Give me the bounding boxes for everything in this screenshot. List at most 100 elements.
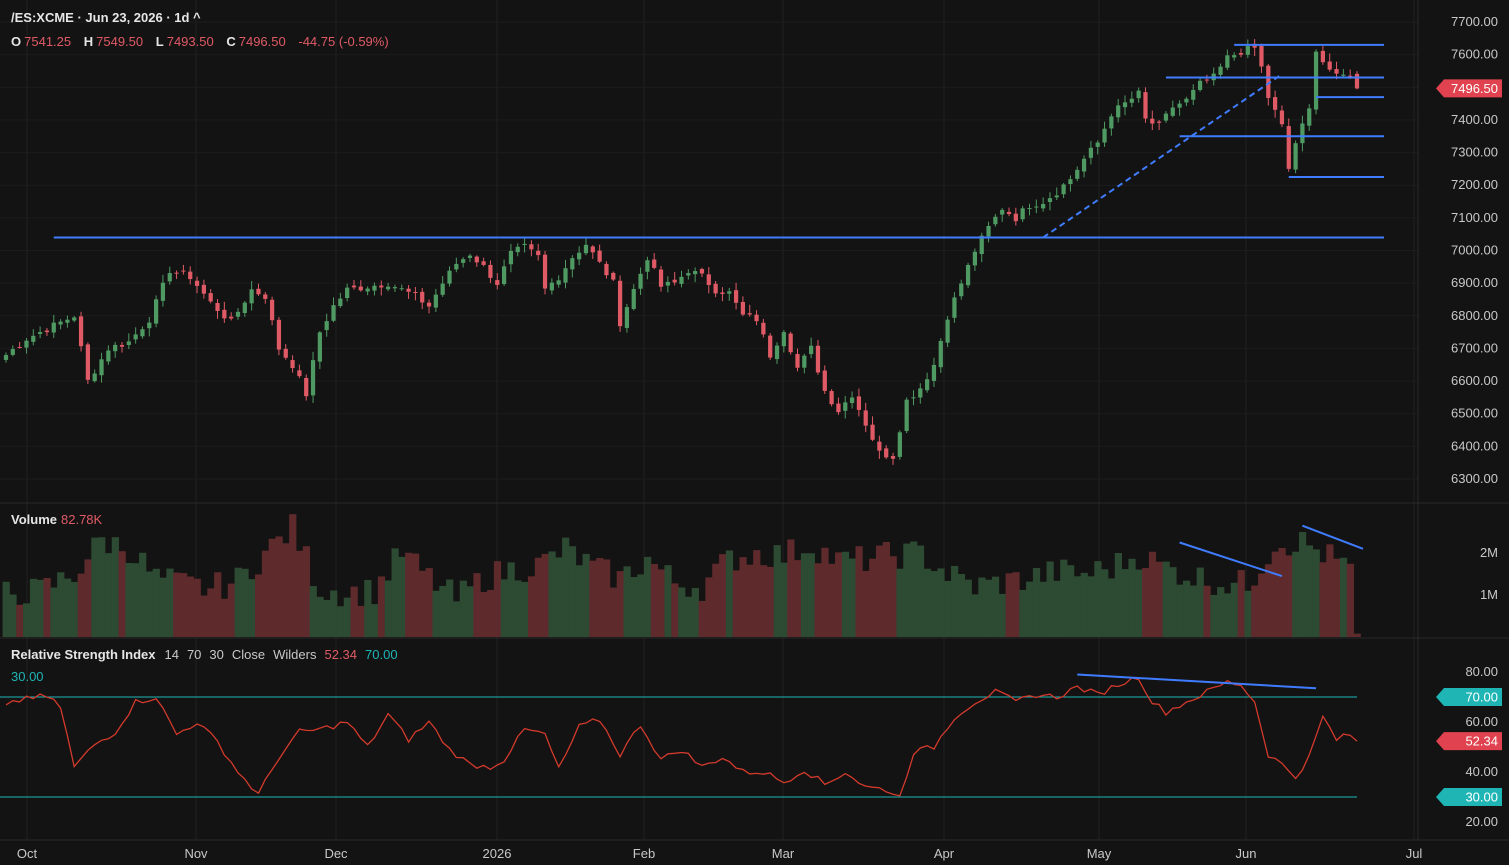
volume-bar-118 <box>807 553 815 637</box>
candle-body-190 <box>1300 123 1305 144</box>
volume-tick-label-1: 1M <box>1480 587 1498 602</box>
candle-body-143 <box>979 235 984 255</box>
volume-bar-124 <box>848 558 856 637</box>
candles-group <box>3 39 1360 465</box>
volume-bar-158 <box>1080 572 1088 637</box>
candle-body-178 <box>1218 66 1223 75</box>
candle-body-23 <box>160 282 166 301</box>
volume-bar-190 <box>1299 532 1307 637</box>
volume-bar-12 <box>84 559 92 637</box>
candle-body-125 <box>856 396 862 410</box>
volume-bar-10 <box>70 581 79 637</box>
candle-body-2 <box>17 346 22 348</box>
candle-body-104 <box>713 283 718 294</box>
candle-body-112 <box>768 335 773 358</box>
volume-bar-67 <box>459 580 467 637</box>
volume-label: Volume 82.78K <box>11 512 110 527</box>
volume-bar-166 <box>1135 569 1143 637</box>
candle-body-106 <box>727 291 732 294</box>
rsi-current-badge-shape <box>1436 732 1502 751</box>
volume-bar-176 <box>1203 585 1211 637</box>
candle-body-115 <box>788 333 793 353</box>
volume-bar-144 <box>985 579 993 637</box>
volume-bar-96 <box>657 569 665 637</box>
candle-body-170 <box>1163 113 1169 121</box>
candle-body-45 <box>310 360 316 396</box>
volume-bar-185 <box>1264 564 1273 637</box>
volume-bar-44 <box>302 546 311 637</box>
candle-body-56 <box>385 286 391 290</box>
rsi-title: Relative Strength Index <box>11 647 156 662</box>
candle-body-162 <box>1109 116 1114 129</box>
candle-body-191 <box>1307 108 1312 126</box>
volume-bar-171 <box>1169 567 1177 637</box>
volume-bar-42 <box>289 514 297 637</box>
candle-body-186 <box>1273 97 1278 110</box>
candle-body-135 <box>925 379 930 391</box>
candle-body-91 <box>624 307 630 328</box>
volume-bar-57 <box>391 548 399 637</box>
rsi-lower-value: 30.00 <box>11 669 44 684</box>
volume-bar-9 <box>63 578 72 637</box>
volume-bar-43 <box>295 550 304 637</box>
volume-bar-78 <box>534 557 543 637</box>
candle-body-138 <box>945 319 950 343</box>
volume-bar-120 <box>821 547 829 637</box>
volume-bar-108 <box>739 557 747 637</box>
candle-body-39 <box>269 299 275 321</box>
candle-body-98 <box>672 279 677 283</box>
volume-bar-151 <box>1032 567 1041 637</box>
candle-body-48 <box>331 305 336 321</box>
volume-bar-36 <box>248 579 256 637</box>
volume-bar-70 <box>480 591 488 637</box>
candle-body-83 <box>570 258 575 270</box>
rsi-param-smoothing: Wilders <box>273 647 317 662</box>
candle-body-187 <box>1279 110 1285 125</box>
volume-bar-133 <box>910 541 918 637</box>
volume-bar-61 <box>418 570 427 637</box>
volume-bar-4 <box>29 578 38 637</box>
candle-body-78 <box>536 250 541 256</box>
volume-bar-178 <box>1217 587 1225 637</box>
volume-bar-87 <box>596 557 604 637</box>
candle-body-164 <box>1122 102 1128 108</box>
volume-bar-16 <box>111 537 119 637</box>
volume-bar-95 <box>650 563 659 637</box>
candle-body-40 <box>276 319 282 350</box>
candle-body-116 <box>795 354 800 368</box>
volume-bar-154 <box>1053 580 1061 637</box>
volume-bar-126 <box>862 570 870 637</box>
candle-body-32 <box>222 309 227 319</box>
volume-bar-191 <box>1305 545 1314 637</box>
volume-bar-7 <box>50 587 58 637</box>
volume-bar-132 <box>903 543 911 637</box>
candle-body-107 <box>733 290 739 303</box>
candle-body-158 <box>1081 158 1087 172</box>
volume-bar-72 <box>493 561 502 637</box>
chart-title[interactable]: /ES:XCME · Jun 23, 2026 · 1d ^ <box>11 10 201 25</box>
candle-body-46 <box>317 332 322 362</box>
open-key: O <box>11 34 22 49</box>
volume-bar-88 <box>603 559 611 637</box>
volume-bar-122 <box>835 552 843 637</box>
candle-body-179 <box>1225 55 1230 68</box>
candle-body-167 <box>1143 92 1148 119</box>
rsi-param-overbought: 70 <box>186 647 202 662</box>
candle-body-31 <box>215 303 220 311</box>
volume-bar-19 <box>132 563 140 637</box>
volume-bar-143 <box>978 577 986 637</box>
candle-body-13 <box>92 373 97 382</box>
volume-bar-180 <box>1230 582 1238 637</box>
volume-bar-77 <box>527 576 536 637</box>
candle-body-35 <box>242 302 247 314</box>
volume-value: 82.78K <box>61 512 103 527</box>
volume-title: Volume <box>11 512 57 527</box>
candle-body-63 <box>433 294 438 308</box>
candle-body-137 <box>938 340 943 368</box>
volume-bar-182 <box>1244 590 1252 637</box>
volume-bar-142 <box>971 594 979 637</box>
volume-bar-2 <box>16 604 24 637</box>
candle-body-160 <box>1095 142 1100 147</box>
candle-body-44 <box>304 377 309 397</box>
